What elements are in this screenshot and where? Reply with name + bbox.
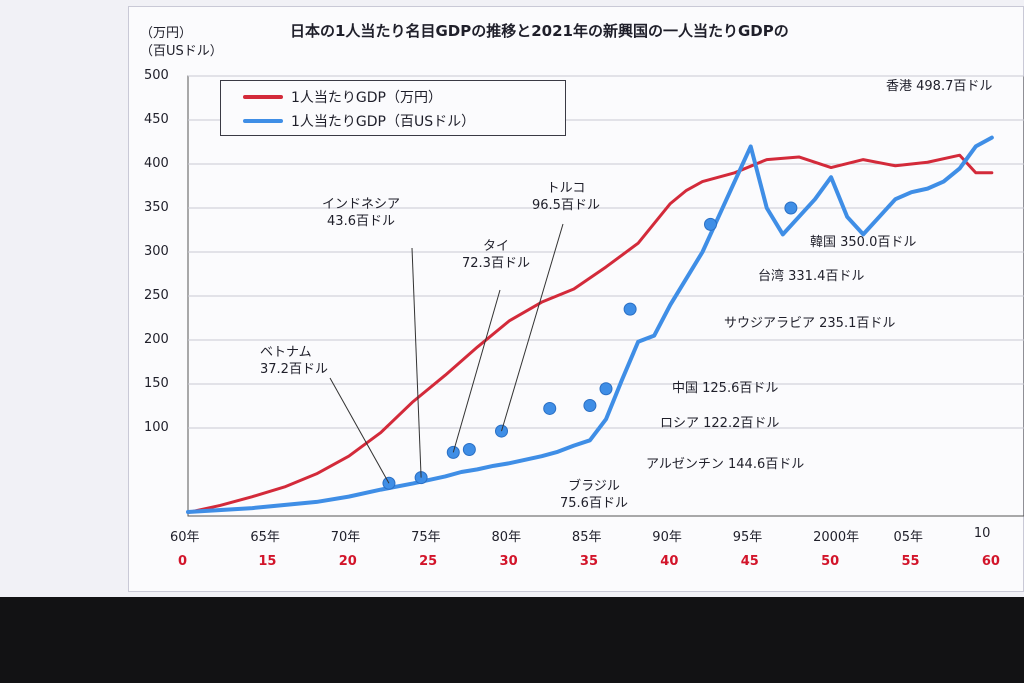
annotation-line: サウジアラビア 235.1百ドル: [724, 316, 896, 331]
country-annotation: ブラジル 75.6百ドル: [560, 478, 628, 512]
chart-legend: 1人当たりGDP（万円） 1人当たりGDP（百USドル）: [220, 80, 566, 136]
slide-title: 日本の1人当たり名目GDPの推移と2021年の新興国の一人当たりGDPの: [290, 22, 789, 40]
y-tick-label: 150: [144, 376, 169, 391]
y-tick-label: 200: [144, 332, 169, 347]
x-tick-label: 2000年: [813, 530, 860, 545]
x-tick-label: 05年: [893, 530, 923, 545]
country-annotation: ロシア 122.2百ドル: [660, 415, 779, 432]
country-marker: [462, 442, 476, 456]
annotation-line: 韓国 350.0百ドル: [810, 235, 917, 250]
series-line-yen: [186, 153, 994, 514]
x-tick-sublabel: 20: [338, 554, 357, 569]
legend-swatch-yen: [243, 95, 283, 99]
y-tick-label: 450: [144, 112, 169, 127]
annotation-line: タイ: [482, 239, 509, 254]
country-marker: [583, 398, 597, 412]
annotation-line: 中国 125.6百ドル: [672, 381, 779, 396]
country-annotation: 香港 498.7百ドル: [886, 78, 992, 95]
country-annotation: アルゼンチン 144.6百ドル: [646, 456, 804, 473]
x-tick-label: 85年: [571, 530, 602, 545]
country-annotation: 韓国 350.0百ドル: [810, 234, 916, 251]
country-marker: [784, 201, 798, 215]
country-marker: [704, 217, 717, 231]
legend-item-usd: 1人当たりGDP（百USドル）: [221, 109, 565, 131]
x-tick-label: 65年: [250, 530, 280, 545]
y-tick-label: 350: [144, 200, 169, 215]
x-tick-label: 70年: [330, 530, 361, 545]
annotation-line: インドネシア: [322, 197, 401, 212]
x-tick-sublabel: 45: [740, 554, 759, 569]
annotation-line: 72.3百ドル: [462, 256, 530, 271]
legend-label-usd: 1人当たりGDP（百USドル）: [291, 114, 476, 130]
x-tick-sublabel: 60: [981, 554, 1000, 569]
country-annotation: サウジアラビア 235.1百ドル: [724, 315, 895, 332]
annotation-line: 75.6百ドル: [560, 496, 628, 511]
stage-floor: [0, 597, 1024, 683]
y-tick-label: 400: [144, 156, 169, 171]
x-tick-label: 90年: [652, 530, 682, 545]
x-tick-sublabel: 0: [178, 554, 188, 569]
legend-label-yen: 1人当たりGDP（万円）: [291, 90, 442, 106]
annotation-line: ブラジル: [568, 479, 620, 494]
y-tick-label: 250: [144, 288, 169, 303]
x-tick-sublabel: 25: [419, 554, 438, 569]
country-marker: [623, 302, 637, 316]
x-tick-sublabel: 30: [499, 554, 518, 569]
country-annotation: インドネシア 43.6百ドル: [322, 196, 400, 230]
annotation-leader: [501, 223, 564, 432]
x-tick-label: 10: [973, 526, 991, 541]
country-marker: [599, 382, 613, 396]
annotation-line: アルゼンチン 144.6百ドル: [646, 457, 805, 472]
x-tick-sublabel: 50: [821, 554, 840, 569]
country-annotation: ベトナム 37.2百ドル: [260, 344, 328, 378]
y-tick-label: 300: [144, 244, 169, 259]
annotation-line: 43.6百ドル: [327, 214, 395, 229]
legend-swatch-usd: [243, 119, 283, 123]
y-tick-label: 500: [144, 68, 169, 83]
unit-label-usd: （百USドル）: [140, 44, 223, 59]
country-annotation: 中国 125.6百ドル: [672, 380, 778, 397]
annotation-line: トルコ: [546, 181, 586, 196]
annotation-line: 香港 498.7百ドル: [886, 79, 993, 94]
legend-item-yen: 1人当たりGDP（万円）: [221, 85, 565, 107]
annotation-line: 37.2百ドル: [260, 362, 328, 377]
y-tick-label: 100: [144, 420, 169, 435]
annotation-leader: [452, 289, 501, 453]
country-annotation: 台湾 331.4百ドル: [758, 268, 864, 285]
unit-label-yen: （万円）: [140, 26, 193, 41]
annotation-leader: [411, 247, 422, 478]
series-line-usd: [186, 135, 994, 514]
x-tick-label: 75年: [411, 530, 441, 545]
annotation-line: ロシア 122.2百ドル: [660, 416, 780, 431]
annotation-line: 台湾 331.4百ドル: [758, 269, 865, 284]
x-tick-label: 95年: [732, 530, 763, 545]
country-annotation: タイ 72.3百ドル: [462, 238, 530, 272]
x-tick-label: 80年: [491, 530, 522, 545]
country-marker: [543, 401, 557, 415]
annotation-leader: [329, 377, 390, 484]
x-tick-sublabel: 35: [579, 554, 599, 569]
x-tick-label: 60年: [170, 530, 200, 545]
annotation-line: 96.5百ドル: [532, 198, 600, 213]
annotation-line: ベトナム: [260, 345, 312, 360]
x-tick-sublabel: 40: [660, 554, 679, 569]
country-annotation: トルコ 96.5百ドル: [532, 180, 600, 214]
x-tick-sublabel: 15: [258, 554, 277, 569]
x-tick-sublabel: 55: [901, 554, 920, 569]
